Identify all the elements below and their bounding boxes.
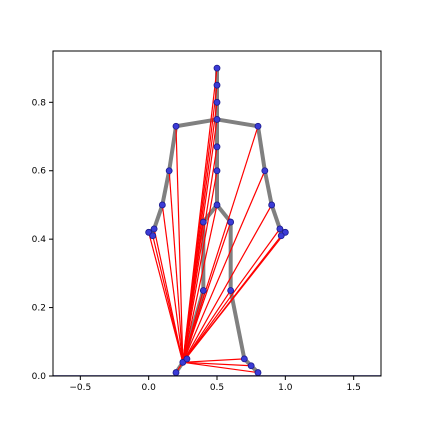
skeleton-segment-11 xyxy=(262,168,274,207)
data-point-1 xyxy=(213,81,221,89)
plot-clipped-group xyxy=(53,64,381,376)
skeleton-segment-3 xyxy=(174,117,219,129)
x-tick-label-4: 1.5 xyxy=(347,383,361,393)
ray-line-20 xyxy=(182,235,282,363)
skeleton-segment-6 xyxy=(160,168,172,207)
y-tick-label-1: 0.2 xyxy=(32,304,46,314)
data-point-14 xyxy=(227,218,235,226)
ray-line-5 xyxy=(182,126,259,363)
ray-line-4 xyxy=(175,126,184,363)
data-point-4 xyxy=(172,122,180,130)
ray-line-14 xyxy=(182,221,232,363)
data-point-18 xyxy=(276,225,284,233)
data-point-28 xyxy=(254,369,262,376)
x-tick-label-3: 1.0 xyxy=(278,383,293,393)
ray-line-13 xyxy=(182,221,204,363)
data-point-5 xyxy=(254,122,262,130)
data-point-8 xyxy=(261,167,269,175)
x-tick-label-1: 0.0 xyxy=(142,383,157,393)
x-tick-label-2: 0.5 xyxy=(210,383,224,393)
data-point-11 xyxy=(268,201,276,209)
ray-line-8 xyxy=(182,170,266,363)
y-tick-label-4: 0.8 xyxy=(32,98,47,108)
data-point-21 xyxy=(199,287,207,294)
data-point-7 xyxy=(165,167,173,175)
axes-layer: −0.5 0.0 0.5 1.0 1.5 0.0 0.2 0.4 0.6 0.8 xyxy=(32,50,382,393)
data-point-13 xyxy=(199,218,207,226)
skeleton-segment-4 xyxy=(215,117,260,129)
ray-line-24 xyxy=(182,358,245,363)
data-point-3 xyxy=(213,116,221,123)
skeleton-segment-10 xyxy=(256,124,267,173)
ray-line-10 xyxy=(161,204,184,363)
data-point-20 xyxy=(277,232,285,240)
data-point-9 xyxy=(213,167,221,175)
skeleton-segment-7 xyxy=(152,202,165,231)
data-point-6 xyxy=(213,143,221,151)
data-point-27 xyxy=(172,369,180,376)
data-point-16 xyxy=(150,225,158,233)
skeleton-segment-12 xyxy=(269,202,282,231)
skeleton-segment-5 xyxy=(167,124,178,173)
ray-line-12 xyxy=(182,204,218,363)
ray-line-22 xyxy=(182,290,232,363)
plot-layer xyxy=(53,64,381,376)
data-point-22 xyxy=(227,287,235,294)
y-tick-label-3: 0.6 xyxy=(32,167,47,177)
data-point-10 xyxy=(158,201,166,209)
ray-line-17 xyxy=(152,235,184,363)
data-point-24 xyxy=(183,355,191,363)
data-point-26 xyxy=(247,362,255,370)
ray-line-27 xyxy=(182,361,259,374)
ray-line-9 xyxy=(182,170,218,363)
x-tick-label-0: −0.5 xyxy=(69,383,91,393)
data-point-12 xyxy=(213,201,221,209)
y-tick-label-2: 0.4 xyxy=(32,235,47,245)
ray-line-21 xyxy=(182,290,204,363)
y-tick-label-0: 0.0 xyxy=(32,372,47,382)
ray-line-18 xyxy=(182,228,281,363)
skeleton-segment-23 xyxy=(228,288,247,361)
data-point-2 xyxy=(213,98,221,106)
ray-line-25 xyxy=(182,361,252,367)
data-point-17 xyxy=(149,232,157,240)
ray-line-11 xyxy=(182,204,273,363)
data-point-0 xyxy=(213,64,221,72)
data-point-25 xyxy=(240,355,248,363)
ray-line-7 xyxy=(168,170,184,363)
